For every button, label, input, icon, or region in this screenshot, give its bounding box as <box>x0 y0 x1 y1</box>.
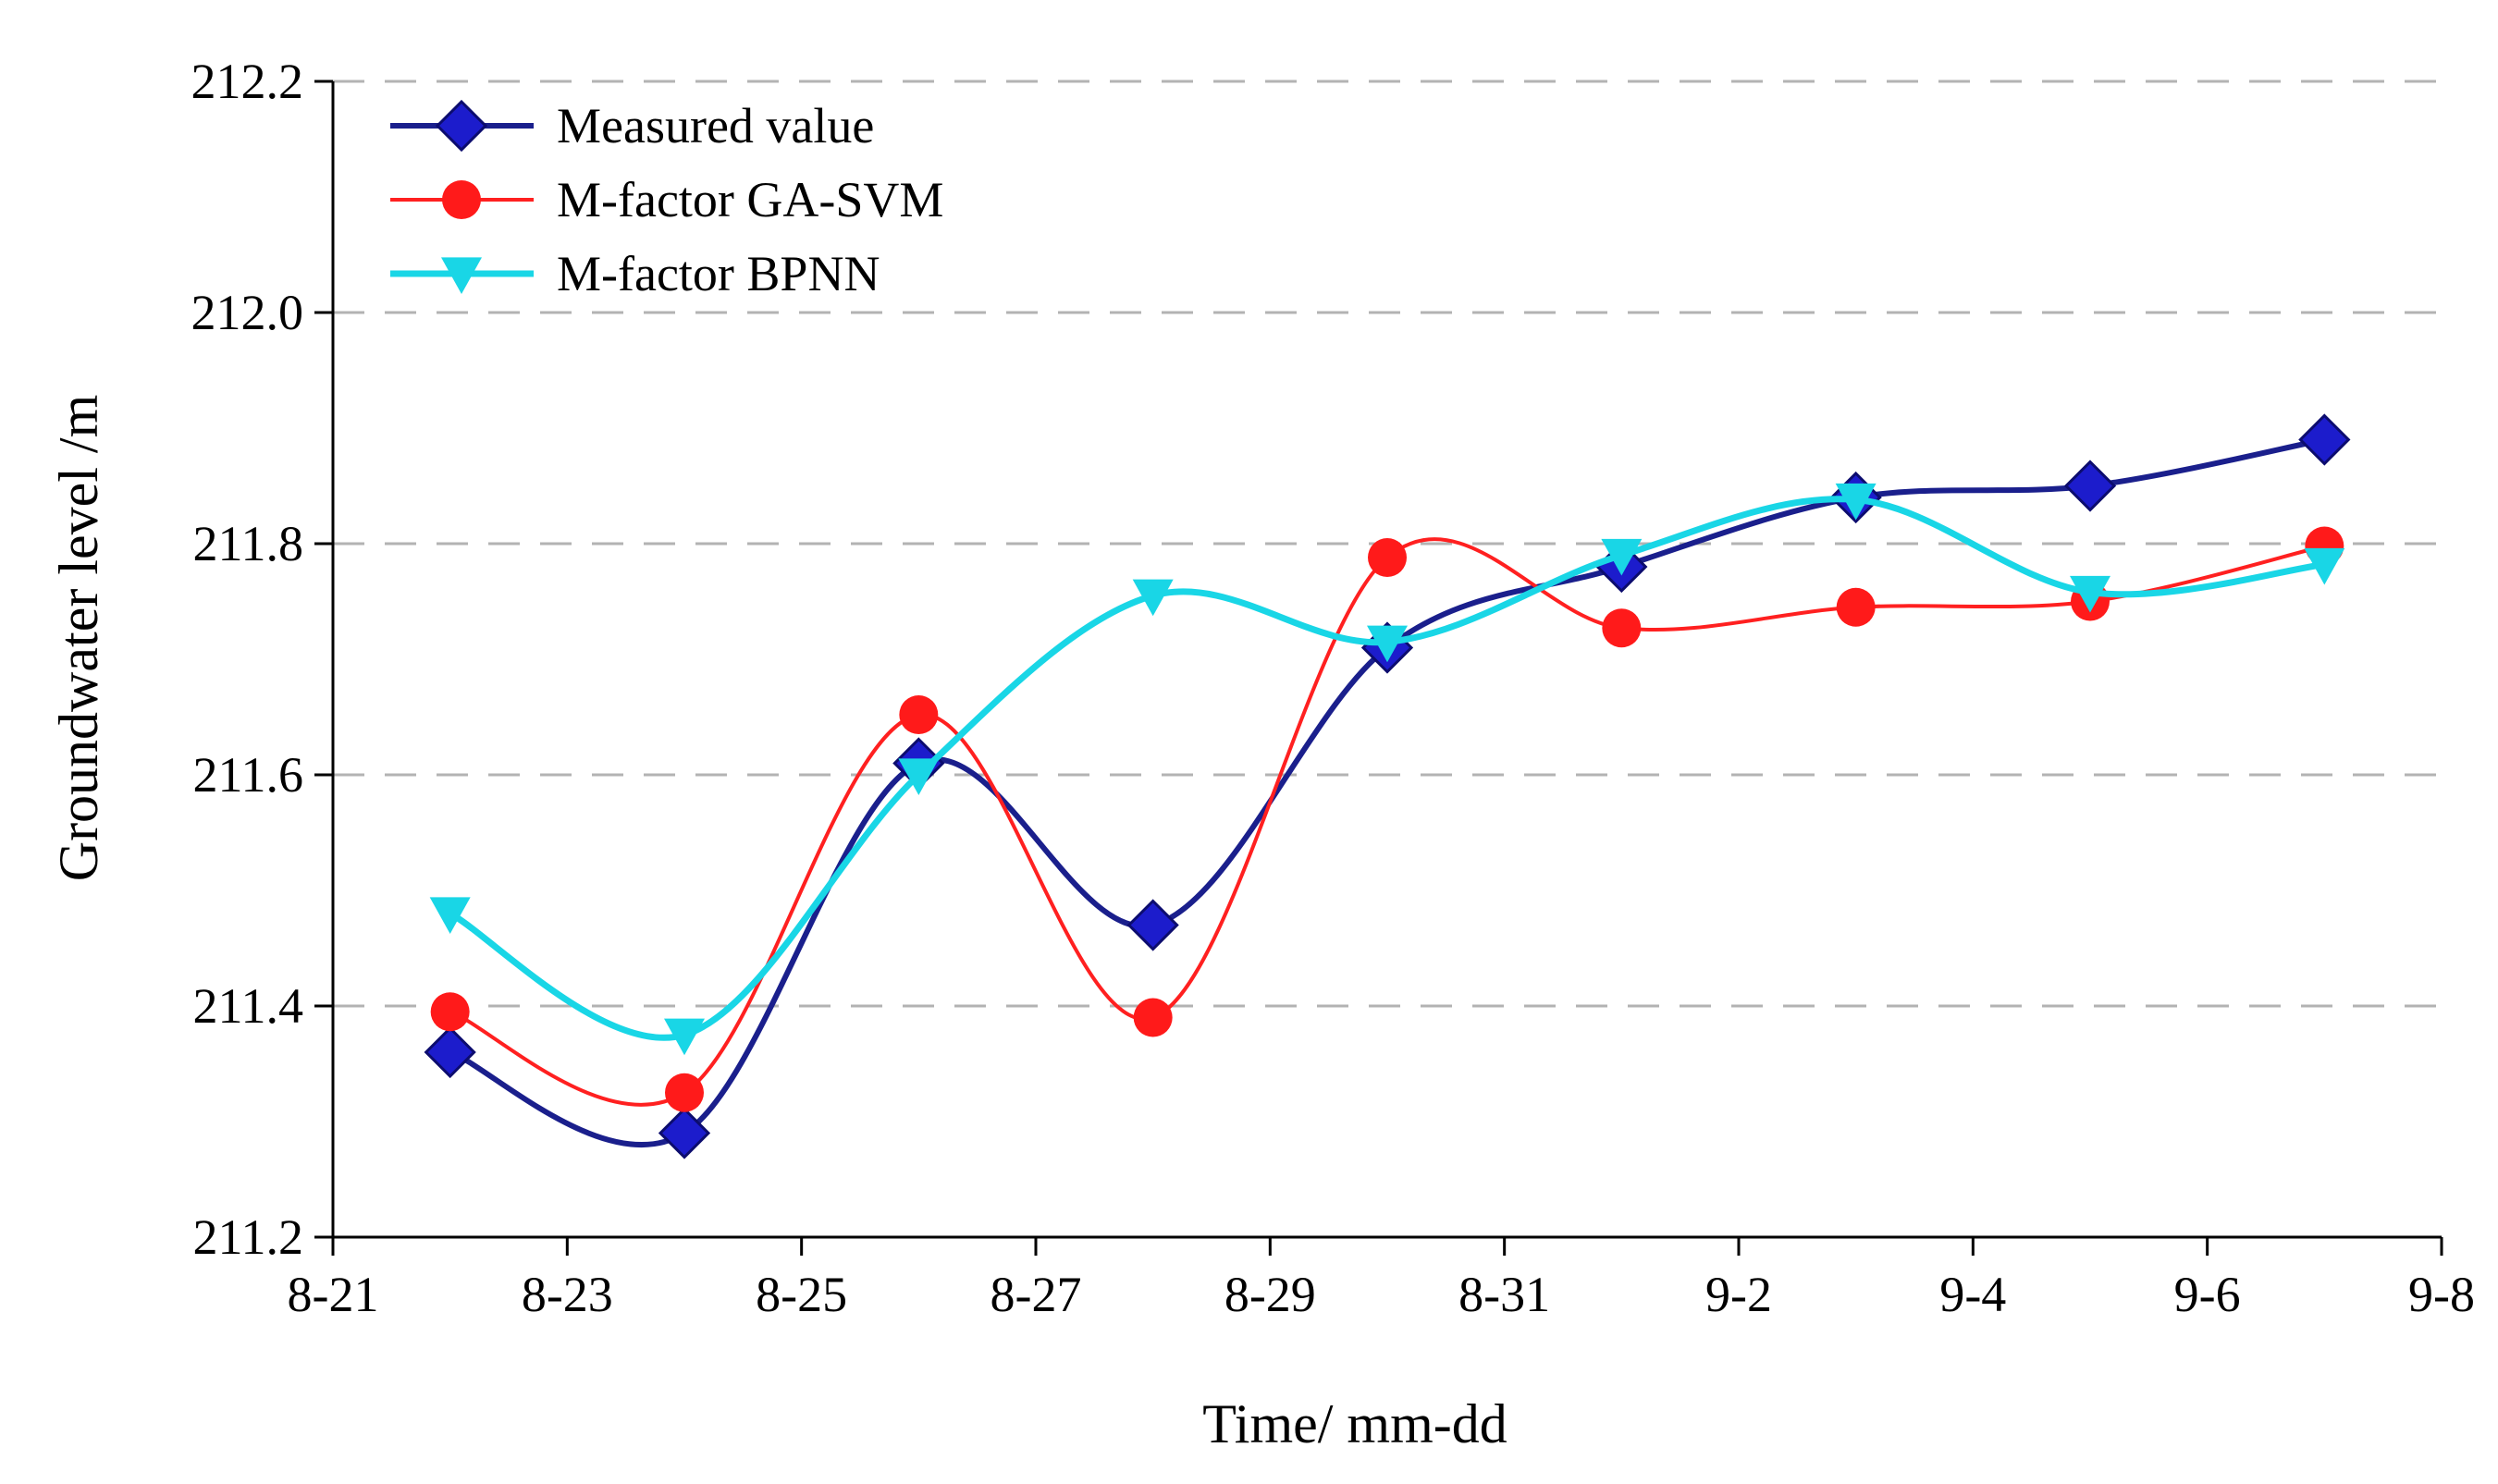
x-tick-label: 9-2 <box>1705 1267 1772 1322</box>
x-tick-label: 9-4 <box>1939 1267 2006 1322</box>
legend-marker <box>442 180 481 219</box>
y-tick-label: 212.0 <box>191 285 304 340</box>
x-tick-label: 8-29 <box>1224 1267 1316 1322</box>
series-1 <box>424 413 2351 1159</box>
data-point <box>1126 899 1179 951</box>
data-point <box>899 695 939 734</box>
legend: Measured value M-factor GA-SVM M-factor BP… <box>390 98 943 301</box>
data-point <box>1836 587 1876 627</box>
y-axis-title: Groundwater level /m <box>48 395 109 882</box>
y-tick-label: 211.4 <box>193 978 304 1034</box>
y-tick-label: 211.2 <box>193 1209 304 1265</box>
x-tick-label: 8-27 <box>991 1267 1082 1322</box>
y-tick-label: 212.2 <box>191 54 304 109</box>
data-point <box>1835 483 1877 521</box>
data-point <box>430 992 470 1032</box>
data-point <box>664 1018 705 1056</box>
data-point <box>1133 998 1173 1037</box>
data-point <box>898 758 940 795</box>
data-point <box>1132 579 1174 617</box>
x-axis-title: Time/ mm-dd <box>1202 1393 1507 1454</box>
x-tick-label: 9-8 <box>2408 1267 2475 1322</box>
series-2 <box>430 526 2344 1112</box>
series-line <box>449 436 2325 1148</box>
x-tick-label: 8-25 <box>756 1267 847 1322</box>
legend-marker <box>435 99 488 153</box>
x-tick-label: 9-6 <box>2174 1267 2241 1322</box>
legend-item: M-factor BPNN <box>390 246 880 301</box>
data-point <box>1367 625 1408 663</box>
data-point <box>2304 547 2345 585</box>
axes: 211.2 211.4 211.6 211.8 212.0 212.2 8-21 8-23 8-… <box>191 54 2475 1322</box>
legend-label: M-factor GA-SVM <box>557 172 943 227</box>
data-point <box>1602 608 1642 648</box>
data-point <box>2063 460 2117 512</box>
series-line <box>449 496 2325 1041</box>
legend-label: M-factor BPNN <box>557 246 880 301</box>
x-tick-label: 8-23 <box>522 1267 613 1322</box>
series-3 <box>429 483 2345 1056</box>
x-tick-label: 8-21 <box>288 1267 379 1322</box>
data-point <box>1368 538 1407 577</box>
legend-label: Measured value <box>557 98 874 153</box>
data-point <box>2298 413 2351 466</box>
data-point <box>2070 575 2110 613</box>
y-tick-label: 211.6 <box>193 747 304 803</box>
legend-item: Measured value <box>390 98 874 153</box>
series-layer <box>424 413 2351 1159</box>
data-point <box>424 1025 476 1079</box>
y-tick-label: 211.8 <box>193 516 304 571</box>
x-tick-label: 8-31 <box>1458 1267 1550 1322</box>
legend-marker <box>441 257 482 294</box>
legend-item: M-factor GA-SVM <box>390 172 943 227</box>
data-point <box>665 1073 704 1112</box>
data-point <box>658 1107 711 1159</box>
data-point <box>429 897 471 934</box>
data-point <box>1601 538 1643 576</box>
